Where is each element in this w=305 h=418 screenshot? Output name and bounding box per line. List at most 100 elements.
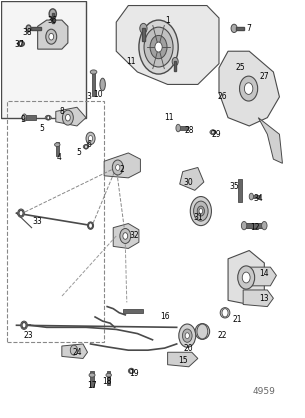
Text: 14: 14: [260, 269, 269, 278]
Text: 15: 15: [178, 356, 188, 365]
Circle shape: [88, 223, 93, 229]
Circle shape: [197, 324, 208, 339]
Circle shape: [242, 272, 250, 283]
Text: 9: 9: [20, 115, 25, 124]
Ellipse shape: [210, 130, 216, 135]
Text: 7: 7: [247, 24, 252, 33]
Circle shape: [130, 368, 133, 373]
Text: 30: 30: [184, 178, 194, 186]
Circle shape: [190, 196, 211, 226]
Bar: [142, 28, 145, 41]
Text: 16: 16: [160, 313, 169, 321]
Circle shape: [140, 23, 147, 33]
Circle shape: [19, 41, 23, 46]
Text: 22: 22: [217, 331, 227, 340]
Ellipse shape: [195, 324, 210, 339]
Circle shape: [244, 83, 253, 94]
Circle shape: [144, 27, 173, 67]
Text: 35: 35: [229, 182, 239, 191]
Bar: [56, 142, 59, 156]
Bar: [2, 1, 86, 117]
Text: 27: 27: [260, 71, 269, 81]
Text: 25: 25: [235, 63, 245, 72]
Polygon shape: [180, 168, 204, 190]
Polygon shape: [38, 20, 68, 49]
Polygon shape: [228, 250, 264, 304]
Circle shape: [179, 324, 196, 347]
Text: 32: 32: [130, 232, 139, 240]
Text: 1: 1: [165, 15, 170, 25]
Ellipse shape: [249, 193, 253, 200]
Text: 19: 19: [130, 369, 139, 377]
Text: 17: 17: [87, 381, 97, 390]
Text: 37: 37: [15, 41, 24, 49]
Circle shape: [49, 9, 56, 19]
Text: 8: 8: [59, 107, 64, 116]
Ellipse shape: [45, 115, 51, 120]
Circle shape: [116, 165, 120, 171]
Ellipse shape: [18, 41, 24, 46]
Circle shape: [86, 132, 95, 145]
Bar: [31, 26, 41, 30]
Circle shape: [150, 36, 167, 59]
Circle shape: [46, 29, 57, 44]
Circle shape: [231, 24, 237, 33]
Circle shape: [120, 229, 131, 243]
Ellipse shape: [55, 143, 60, 147]
Ellipse shape: [220, 308, 230, 318]
Bar: [244, 223, 264, 228]
Text: 3: 3: [87, 92, 92, 102]
Text: 31: 31: [193, 213, 203, 222]
Polygon shape: [243, 267, 276, 286]
Circle shape: [194, 201, 208, 221]
Circle shape: [197, 206, 204, 216]
Circle shape: [239, 76, 258, 101]
Ellipse shape: [21, 321, 27, 329]
Text: 29: 29: [211, 130, 221, 139]
Circle shape: [63, 110, 73, 125]
Circle shape: [211, 130, 214, 134]
Circle shape: [139, 20, 178, 74]
Bar: [238, 179, 242, 202]
Ellipse shape: [241, 222, 247, 230]
Text: 24: 24: [72, 348, 82, 357]
Polygon shape: [104, 153, 140, 178]
Ellipse shape: [90, 70, 97, 74]
Text: 13: 13: [260, 294, 269, 303]
Circle shape: [172, 57, 178, 66]
Ellipse shape: [128, 368, 135, 373]
Text: 36: 36: [48, 15, 58, 25]
Text: 23: 23: [24, 331, 34, 340]
Text: 5: 5: [40, 124, 45, 133]
Circle shape: [70, 345, 77, 355]
Text: 28: 28: [184, 125, 193, 135]
Polygon shape: [243, 290, 273, 306]
Ellipse shape: [18, 209, 24, 217]
Circle shape: [222, 308, 228, 317]
Polygon shape: [62, 344, 88, 359]
Text: 18: 18: [102, 377, 112, 386]
Text: 26: 26: [217, 92, 227, 102]
Text: 11: 11: [164, 113, 174, 122]
Text: 2: 2: [120, 165, 125, 174]
Bar: [174, 61, 176, 71]
Circle shape: [22, 322, 26, 328]
Text: 11: 11: [127, 57, 136, 66]
Bar: [107, 371, 110, 385]
Text: 6: 6: [87, 140, 92, 149]
Circle shape: [49, 33, 54, 40]
Bar: [90, 371, 94, 387]
Ellipse shape: [176, 124, 181, 132]
Text: 12: 12: [250, 223, 260, 232]
Text: 34: 34: [253, 194, 263, 203]
Circle shape: [66, 115, 70, 121]
Text: 10: 10: [93, 90, 103, 99]
Ellipse shape: [83, 145, 89, 149]
Bar: [7, 101, 104, 342]
Circle shape: [84, 145, 88, 149]
Polygon shape: [113, 224, 139, 248]
Circle shape: [19, 210, 23, 216]
Bar: [251, 195, 260, 199]
Text: 38: 38: [22, 28, 32, 37]
Polygon shape: [168, 352, 198, 367]
